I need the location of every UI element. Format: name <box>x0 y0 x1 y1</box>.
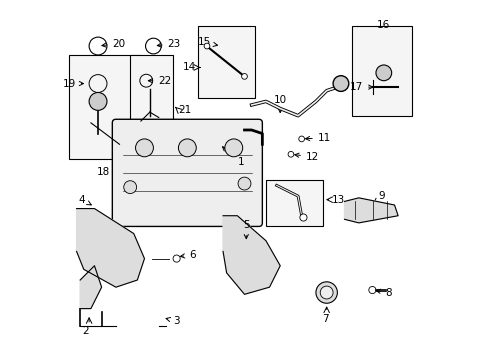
Text: 14: 14 <box>183 63 196 72</box>
Text: 4: 4 <box>79 195 91 205</box>
Circle shape <box>178 139 196 157</box>
Text: 19: 19 <box>62 78 83 89</box>
Text: 13: 13 <box>331 195 345 204</box>
Circle shape <box>224 139 242 157</box>
Polygon shape <box>344 198 397 223</box>
Circle shape <box>238 177 250 190</box>
Text: 17: 17 <box>349 82 372 92</box>
Text: 23: 23 <box>157 39 181 49</box>
Text: 5: 5 <box>243 220 249 239</box>
Text: 3: 3 <box>166 316 179 326</box>
Bar <box>351 26 411 116</box>
Circle shape <box>203 43 209 49</box>
Circle shape <box>241 73 247 79</box>
Text: 22: 22 <box>148 76 171 86</box>
Text: 16: 16 <box>376 20 389 30</box>
Circle shape <box>135 139 153 157</box>
Text: 2: 2 <box>82 327 89 337</box>
Bar <box>69 55 141 158</box>
Text: 12: 12 <box>294 152 319 162</box>
Text: 21: 21 <box>178 105 191 115</box>
Circle shape <box>315 282 337 303</box>
Text: 18: 18 <box>97 167 110 177</box>
Bar <box>198 26 255 98</box>
Text: 8: 8 <box>375 288 391 297</box>
Circle shape <box>299 214 306 221</box>
Circle shape <box>123 181 136 194</box>
Polygon shape <box>80 266 102 309</box>
Circle shape <box>298 136 304 142</box>
Circle shape <box>89 93 107 111</box>
Text: 11: 11 <box>305 133 330 143</box>
Text: 15: 15 <box>197 37 217 48</box>
Text: 20: 20 <box>102 39 125 49</box>
Polygon shape <box>77 208 144 287</box>
Polygon shape <box>223 216 280 294</box>
Text: 6: 6 <box>180 250 195 260</box>
Bar <box>265 180 323 226</box>
FancyBboxPatch shape <box>112 119 262 226</box>
Circle shape <box>320 286 332 299</box>
Text: 7: 7 <box>321 314 328 324</box>
Bar <box>130 55 173 134</box>
Circle shape <box>332 76 348 91</box>
Text: 9: 9 <box>373 191 384 203</box>
Text: 1: 1 <box>222 147 244 167</box>
Circle shape <box>173 255 180 262</box>
Circle shape <box>368 287 375 294</box>
Text: 10: 10 <box>273 95 286 113</box>
Circle shape <box>287 152 293 157</box>
Circle shape <box>375 65 391 81</box>
